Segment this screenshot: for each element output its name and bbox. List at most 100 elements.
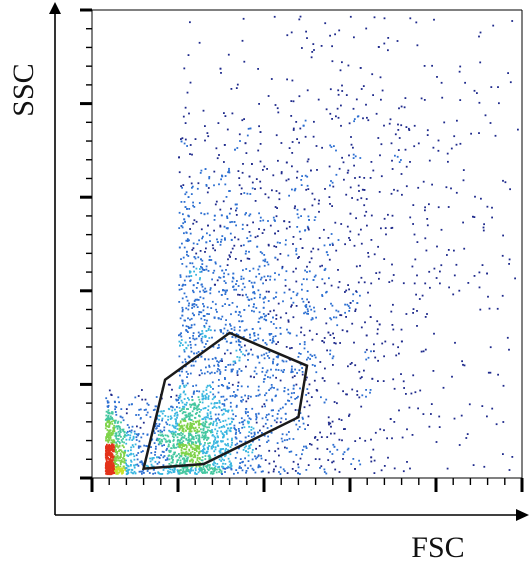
scatter-point: [404, 148, 407, 151]
scatter-point: [195, 267, 198, 270]
scatter-point: [311, 364, 314, 366]
scatter-point: [276, 241, 279, 244]
scatter-point: [195, 435, 197, 437]
scatter-point: [209, 391, 212, 394]
scatter-point: [498, 102, 500, 105]
scatter-point: [241, 39, 244, 42]
scatter-point: [244, 464, 247, 467]
scatter-point: [196, 306, 199, 308]
scatter-point: [264, 459, 267, 461]
scatter-point: [396, 155, 399, 158]
scatter-point: [221, 269, 224, 272]
scatter-point: [110, 460, 113, 463]
scatter-point: [202, 309, 205, 312]
scatter-point: [258, 438, 261, 441]
scatter-point: [178, 423, 180, 426]
scatter-point: [257, 337, 260, 340]
scatter-point: [189, 228, 191, 230]
scatter-point: [276, 417, 279, 420]
scatter-point: [196, 390, 198, 392]
scatter-point: [106, 400, 109, 402]
scatter-point: [186, 408, 188, 410]
scatter-point: [111, 441, 114, 444]
scatter-point: [125, 462, 127, 465]
scatter-point: [264, 342, 267, 344]
scatter-point: [433, 18, 435, 21]
scatter-point: [267, 413, 270, 416]
scatter-point: [219, 208, 222, 211]
scatter-point: [279, 242, 281, 244]
scatter-point: [229, 446, 232, 448]
scatter-point: [202, 436, 205, 438]
scatter-point: [245, 412, 247, 415]
scatter-point: [428, 270, 431, 273]
scatter-point: [174, 412, 176, 415]
scatter-point: [398, 409, 400, 412]
scatter-point: [226, 410, 229, 412]
scatter-point: [163, 410, 165, 412]
scatter-point: [517, 128, 519, 131]
scatter-point: [177, 399, 179, 401]
scatter-point: [181, 408, 184, 410]
scatter-point: [241, 469, 244, 472]
scatter-point: [125, 412, 128, 415]
scatter-point: [391, 226, 394, 229]
scatter-point: [306, 225, 309, 228]
scatter-point: [160, 438, 163, 441]
scatter-point: [380, 469, 383, 472]
scatter-point: [185, 446, 188, 449]
scatter-point: [203, 319, 206, 321]
scatter-point: [114, 411, 117, 413]
scatter-point: [416, 310, 418, 312]
scatter-point: [253, 334, 256, 337]
scatter-point: [283, 390, 286, 393]
scatter-point: [153, 468, 155, 471]
scatter-point: [415, 21, 418, 24]
scatter-point: [217, 368, 219, 370]
scatter-point: [177, 472, 180, 475]
scatter-point: [199, 423, 202, 425]
scatter-point: [278, 192, 281, 195]
scatter-point: [344, 291, 346, 293]
scatter-point: [357, 281, 360, 284]
gate-polygon[interactable]: [141, 331, 309, 470]
scatter-point: [390, 310, 393, 313]
scatter-point: [190, 193, 193, 195]
scatter-point: [234, 415, 237, 417]
scatter-point: [235, 333, 238, 335]
scatter-point: [145, 445, 148, 447]
scatter-point: [277, 159, 279, 162]
scatter-point: [411, 434, 414, 436]
scatter-point: [289, 347, 291, 350]
scatter-point: [120, 435, 122, 438]
scatter-point: [192, 436, 195, 438]
scatter-point: [223, 225, 226, 228]
scatter-point: [259, 465, 262, 468]
scatter-point: [245, 268, 248, 270]
scatter-point: [197, 439, 200, 442]
scatter-point: [304, 119, 307, 122]
scatter-point: [204, 442, 206, 444]
scatter-point: [125, 459, 127, 462]
scatter-point: [211, 300, 214, 303]
scatter-point: [206, 414, 209, 417]
scatter-point: [356, 198, 359, 201]
scatter-point: [291, 371, 294, 373]
scatter-point: [395, 354, 398, 357]
scatter-point: [241, 320, 244, 322]
scatter-point: [373, 459, 376, 462]
scatter-point: [393, 467, 396, 470]
scatter-point: [306, 175, 309, 178]
scatter-point: [363, 204, 366, 207]
scatter-point: [375, 112, 378, 115]
scatter-point: [258, 445, 261, 447]
scatter-point: [323, 471, 326, 473]
scatter-point: [170, 417, 173, 419]
scatter-point: [195, 352, 198, 355]
scatter-point: [178, 340, 181, 343]
scatter-point: [225, 269, 227, 271]
scatter-point: [204, 287, 207, 290]
scatter-point: [283, 220, 286, 223]
scatter-point: [207, 396, 210, 399]
scatter-point: [362, 117, 364, 120]
